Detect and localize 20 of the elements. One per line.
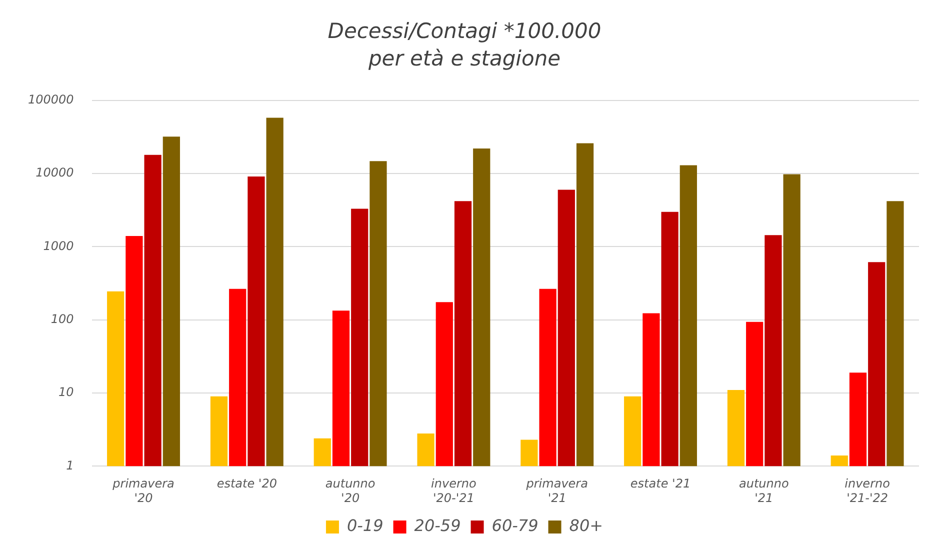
x-tick-label: autunno '20	[325, 476, 376, 505]
x-tick-label: estate '20	[216, 476, 278, 491]
x-tick-label: autunno '21	[738, 476, 789, 505]
x-tick-label: estate '21	[630, 476, 691, 491]
legend-label: 80+	[569, 516, 604, 536]
legend-label: 60-79	[492, 516, 538, 536]
y-tick-label: 10000	[36, 166, 74, 180]
x-tick-label: primavera '20	[112, 476, 174, 505]
chart-subtitle: per età e stagione	[367, 46, 561, 70]
y-tick-label: 100000	[28, 92, 74, 107]
y-tick-label: 100	[50, 312, 74, 326]
chart-title: Decessi/Contagi *100.000	[328, 19, 602, 44]
y-tick-label: 1	[66, 458, 74, 472]
y-tick-label: 1000	[43, 238, 74, 253]
y-tick-label: 10	[58, 385, 74, 400]
legend-label: 20-59	[414, 516, 461, 536]
legend-label: 0-19	[346, 516, 384, 536]
x-tick-label: primavera '21	[525, 476, 588, 505]
x-tick-label: inverno '21-'22	[844, 476, 890, 505]
x-tick-label: inverno '20-'21	[431, 476, 476, 505]
